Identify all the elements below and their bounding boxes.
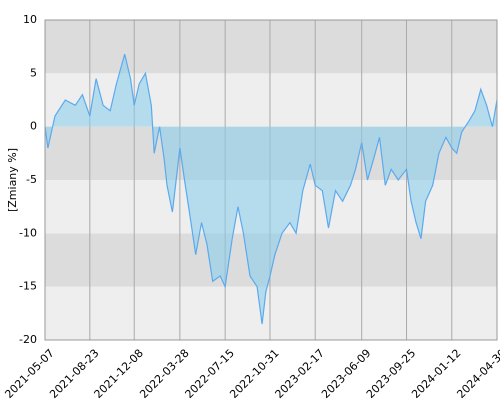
area-fill [45,54,497,324]
y-tick-label: -10 [19,226,37,239]
grid-band [45,286,497,340]
plot-frame [44,19,498,341]
y-axis-label: [Zmiany %] [6,148,19,212]
line [44,53,498,325]
y-tick-label: 5 [30,66,37,79]
y-tick-label: -20 [19,333,37,346]
grid-band [45,20,497,74]
y-tick-label: 10 [23,13,37,26]
y-tick-label: 0 [30,120,37,133]
y-tick-label: -15 [19,280,37,293]
y-tick-label: -5 [26,173,37,186]
